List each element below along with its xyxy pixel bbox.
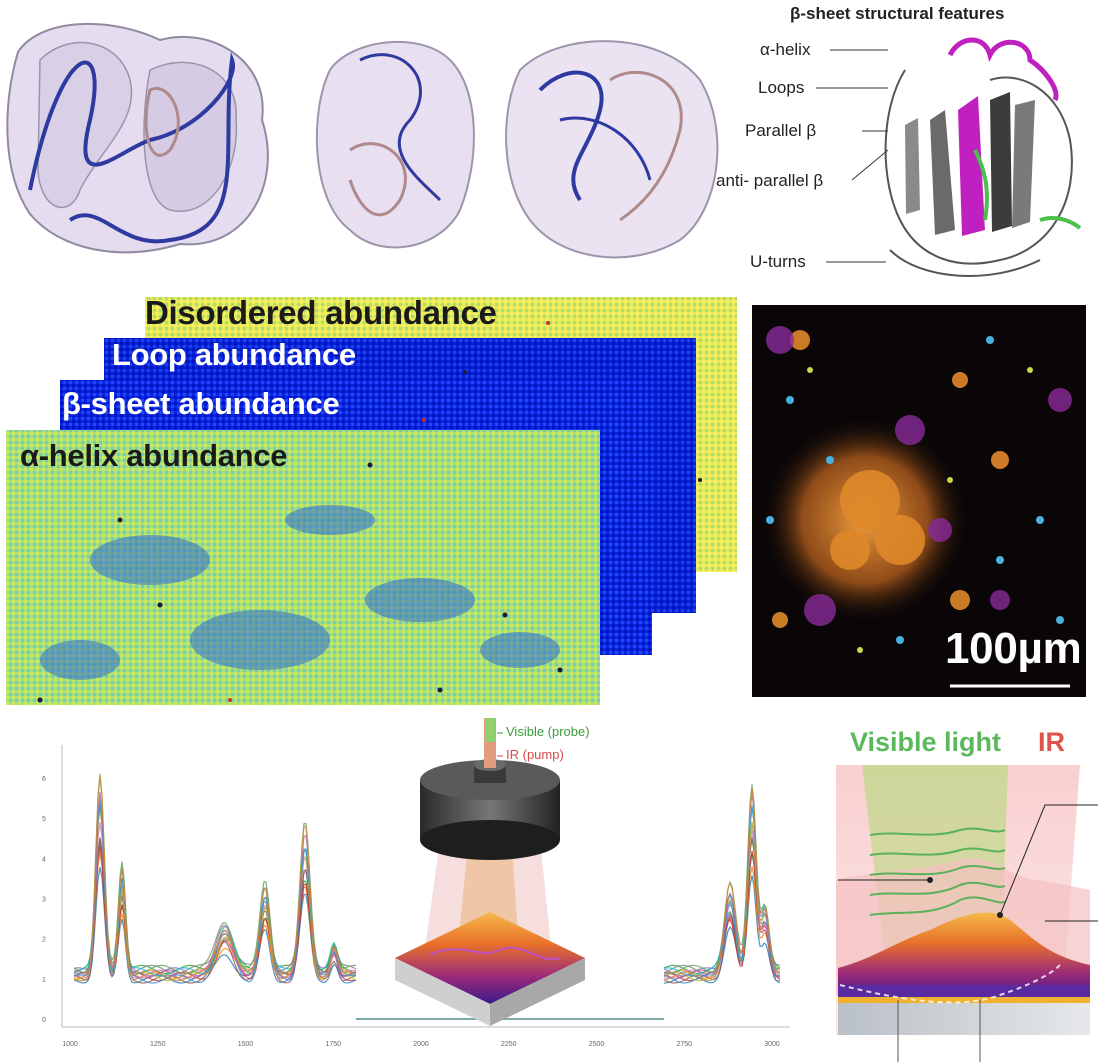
- x-tick-label: 1000: [62, 1041, 78, 1048]
- x-tick-label: 1500: [238, 1041, 254, 1048]
- x-tick-label: 2750: [676, 1041, 692, 1048]
- y-tick-label: 3: [42, 897, 46, 904]
- photothermal-schematic: [836, 765, 1098, 1062]
- spectrum-trace: [73, 773, 357, 982]
- y-tick-label: 0: [42, 1017, 46, 1024]
- label-parallel-beta: Parallel β: [745, 121, 817, 140]
- label-loops: Loops: [758, 78, 805, 97]
- sample-block: [395, 912, 585, 1026]
- y-tick-label: 2: [42, 937, 46, 944]
- probe-label: Visible (probe): [506, 724, 590, 739]
- spectrum-trace: [73, 867, 357, 984]
- spectrum-trace: [73, 803, 357, 984]
- abundance-map-stack: [6, 297, 737, 705]
- label-alpha-helix: α-helix: [760, 40, 811, 59]
- spectra-y-ticks: 0 1 2 3 4 5 6: [42, 776, 46, 1024]
- layer-label-disordered: Disordered abundance: [145, 294, 497, 331]
- microscope-objective-diagram: [395, 718, 585, 1026]
- spectra-traces: [73, 773, 781, 984]
- scale-bar-label: 100µm: [945, 624, 1082, 673]
- structure-panel-title: β-sheet structural features: [790, 4, 1005, 23]
- fluorescence-micrograph: [730, 305, 1086, 697]
- protein-density-map-1: [6, 22, 269, 254]
- y-tick-label: 1: [42, 977, 46, 984]
- y-tick-label: 4: [42, 856, 46, 863]
- spectra-plot: 0 1 2 3 4 5 6 1000 1250 1500 1750 2000 2250 2500 2750…: [42, 745, 790, 1048]
- x-tick-label: 2000: [413, 1041, 429, 1048]
- y-tick-label: 5: [42, 816, 46, 823]
- spectrum-trace: [663, 837, 781, 984]
- spectrum-trace: [663, 792, 781, 979]
- label-anti-parallel-beta: anti- parallel β: [716, 171, 824, 190]
- protein-density-map-3: [505, 40, 719, 259]
- spectra-x-ticks: 1000 1250 1500 1750 2000 2250 2500 2750 3000: [62, 1041, 780, 1048]
- x-tick-label: 1750: [325, 1041, 341, 1048]
- spectrum-trace: [663, 788, 781, 982]
- x-tick-label: 3000: [764, 1041, 780, 1048]
- layer-label-beta-sheet: β-sheet abundance: [62, 386, 340, 421]
- beta-sheet-ribbon-structure: [816, 37, 1082, 277]
- pump-label: IR (pump): [506, 747, 564, 762]
- layer-label-alpha-helix: α-helix abundance: [20, 438, 288, 473]
- x-tick-label: 2500: [589, 1041, 605, 1048]
- y-tick-label: 6: [42, 776, 46, 783]
- label-u-turns: U-turns: [750, 252, 806, 271]
- ir-label: IR: [1038, 727, 1065, 757]
- protein-density-map-2: [315, 40, 475, 249]
- visible-light-label: Visible light: [850, 727, 1002, 757]
- x-tick-label: 2250: [501, 1041, 517, 1048]
- spectrum-trace: [73, 846, 357, 982]
- layer-label-loop: Loop abundance: [112, 337, 356, 372]
- x-tick-label: 1250: [150, 1041, 166, 1048]
